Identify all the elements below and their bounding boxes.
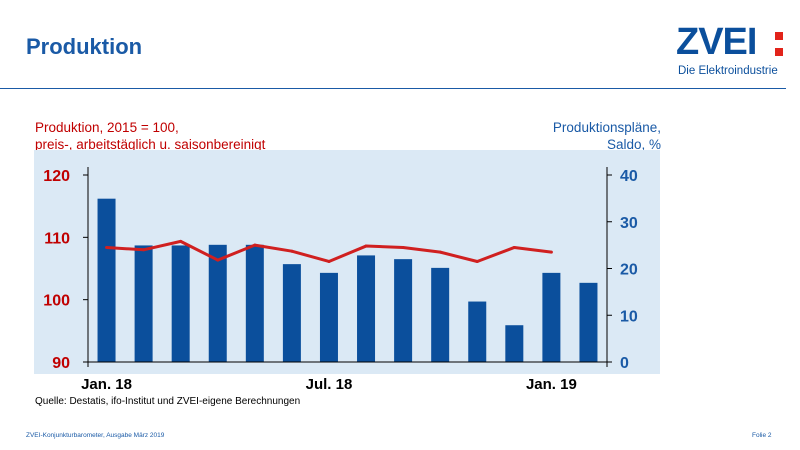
production-plans-point <box>142 248 146 252</box>
right-tick-label: 40 <box>620 168 638 185</box>
plot-background <box>34 150 660 374</box>
logo-colon-icon <box>775 32 784 64</box>
left-tick-label: 110 <box>44 230 70 247</box>
right-tick-label: 0 <box>620 355 629 372</box>
x-tick-label: Jan. 18 <box>81 376 132 393</box>
production-bar <box>319 272 338 362</box>
page-title: Produktion <box>26 34 143 59</box>
production-bar <box>505 325 524 362</box>
production-bar <box>245 244 264 362</box>
right-axis-title-line1: Produktionspläne, <box>552 120 661 135</box>
production-bar <box>468 301 487 362</box>
production-plans-point <box>216 258 220 262</box>
right-tick-label: 20 <box>620 262 638 279</box>
left-axis-title: Produktion, 2015 = 100, preis-, arbeitst… <box>35 119 265 153</box>
production-bar <box>394 259 413 362</box>
right-tick-label: 30 <box>620 215 638 232</box>
production-plans-point <box>179 239 183 243</box>
production-bar <box>134 245 153 362</box>
right-axis-title: Produktionspläne, Saldo, % <box>553 119 661 153</box>
production-plans-point <box>475 259 479 263</box>
production-bar <box>208 244 227 362</box>
left-tick-label: 100 <box>43 293 70 310</box>
production-bar <box>282 264 301 362</box>
production-bar <box>357 255 376 362</box>
zvei-logo: ZVEI Die Elektroindustrie <box>676 21 788 82</box>
production-bar <box>579 282 598 362</box>
x-tick-label: Jan. 19 <box>526 376 577 393</box>
production-plans-point <box>290 249 294 253</box>
logo-subtitle: Die Elektroindustrie <box>678 65 778 77</box>
source-note: Quelle: Destatis, ifo-Institut und ZVEI-… <box>35 396 301 407</box>
production-plans-point <box>549 250 553 254</box>
production-plans-point <box>105 245 109 249</box>
production-plans-point <box>438 250 442 254</box>
production-plans-point <box>364 244 368 248</box>
production-plans-point <box>401 245 405 249</box>
production-bar <box>431 267 450 362</box>
production-plans-point <box>253 243 257 247</box>
logo-wordmark: ZVEI <box>676 21 757 63</box>
header-divider <box>0 88 786 89</box>
x-tick-label: Jul. 18 <box>306 376 353 393</box>
right-axis-title-line2: Saldo, % <box>606 137 661 152</box>
footer-publication: ZVEI-Konjunkturbarometer, Ausgabe März 2… <box>26 432 165 439</box>
left-axis-title-line2: preis-, arbeitstäglich u. saisonbereinig… <box>35 137 266 152</box>
production-plans-point <box>327 259 331 263</box>
production-bar <box>542 272 561 362</box>
production-bar <box>171 245 190 362</box>
slide-number: Folie 2 <box>752 432 772 439</box>
production-bar <box>97 198 116 362</box>
left-axis-title-line1: Produktion, 2015 = 100, <box>35 120 179 135</box>
right-tick-label: 10 <box>620 308 638 325</box>
production-plans-point <box>512 245 516 249</box>
left-tick-label: 120 <box>43 168 70 185</box>
left-tick-label: 90 <box>52 355 70 372</box>
